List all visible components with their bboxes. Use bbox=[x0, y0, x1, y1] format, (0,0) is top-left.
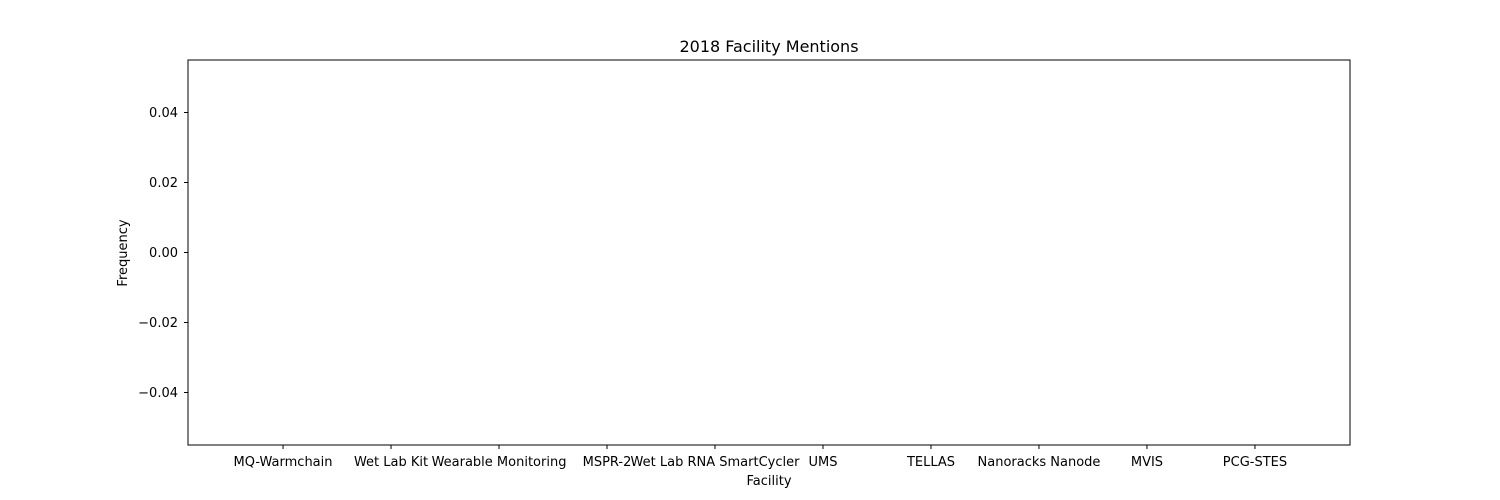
x-tick-label: TELLAS bbox=[906, 455, 955, 470]
x-tick-label: Wet Lab RNA SmartCycler bbox=[631, 455, 801, 470]
x-tick-label: MSPR-2 bbox=[583, 455, 632, 470]
y-tick-label: −0.02 bbox=[138, 316, 178, 331]
x-tick-label: MVIS bbox=[1131, 455, 1163, 470]
y-tick-label: 0.02 bbox=[149, 176, 178, 191]
y-axis-label: Frequency bbox=[116, 219, 131, 286]
y-tick-label: −0.04 bbox=[138, 386, 178, 401]
x-tick-label: Wearable Monitoring bbox=[432, 455, 567, 470]
y-tick-label: 0.00 bbox=[149, 246, 178, 261]
chart-title: 2018 Facility Mentions bbox=[679, 37, 858, 56]
x-tick-label: Nanoracks Nanode bbox=[978, 455, 1101, 470]
x-tick-label: UMS bbox=[809, 455, 838, 470]
x-axis-ticks: MQ-Warmchain Wet Lab Kit Wearable Monitori… bbox=[234, 445, 1287, 470]
y-axis-ticks: −0.04 −0.02 0.00 0.02 0.04 bbox=[138, 106, 188, 401]
x-axis-label: Facility bbox=[746, 474, 791, 489]
plot-frame bbox=[187, 59, 1351, 446]
x-tick-label: Wet Lab Kit bbox=[354, 455, 428, 470]
x-tick-label: PCG-STES bbox=[1223, 455, 1287, 470]
x-tick-label: MQ-Warmchain bbox=[234, 455, 333, 470]
y-tick-label: 0.04 bbox=[149, 106, 178, 121]
